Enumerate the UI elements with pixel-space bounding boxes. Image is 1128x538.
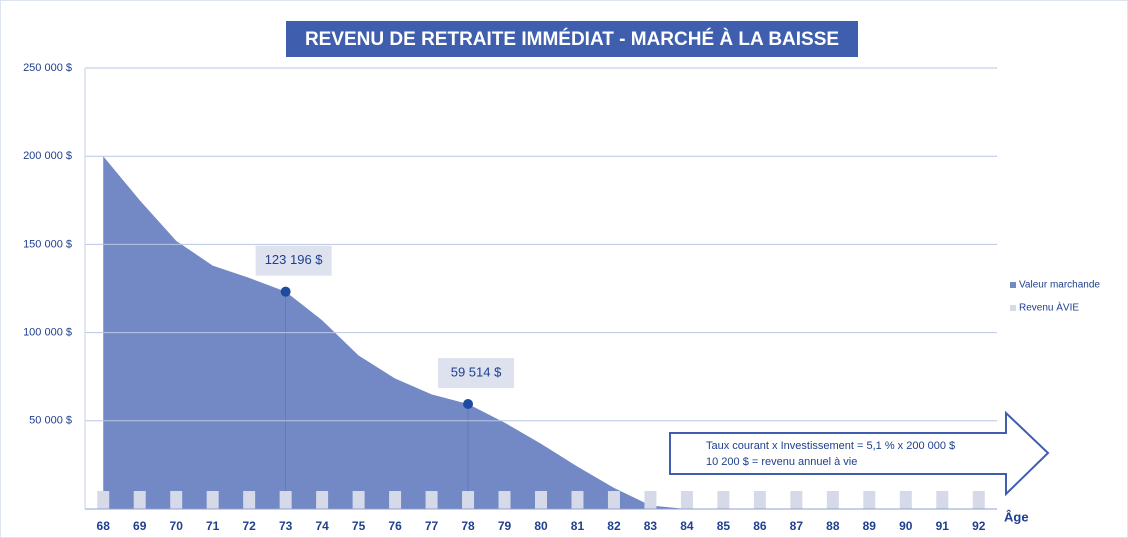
bar [972,491,985,509]
bar [680,491,693,509]
bar [717,491,730,509]
legend-swatch [1010,305,1016,311]
bar [206,491,219,509]
y-tick-label: 100 000 $ [23,327,72,339]
bar [279,491,292,509]
bar [535,491,547,509]
bar [97,491,110,509]
x-tick-label: 74 [315,519,329,533]
x-tick-label: 84 [680,519,694,533]
x-tick-label: 68 [97,519,111,533]
annotation: Taux courant x Investissement = 5,1 % x … [706,440,955,452]
y-tick-label: 200 000 $ [23,150,72,162]
bar [644,491,657,509]
bar [352,491,365,509]
point-marker [463,399,474,410]
y-tick-label: 150 000 $ [23,238,72,250]
bar [753,491,766,509]
x-tick-label: 81 [571,519,585,533]
y-tick-label: 250 000 $ [23,62,72,74]
bar [863,491,876,509]
x-tick-label: 75 [352,519,366,533]
x-tick-label: 90 [899,519,913,533]
bar [389,491,402,509]
label-box [438,358,515,389]
data-label: 123 196 $ [265,252,324,267]
bar [571,491,584,509]
x-tick-label: 80 [534,519,548,533]
chart-title: REVENU DE RETRAITE IMMÉDIAT - MARCHÉ À L… [305,28,839,50]
x-tick-label: 73 [279,519,293,533]
point-marker [280,286,291,297]
x-tick-label: 70 [170,519,184,533]
title-box [286,21,858,57]
legend-label: Revenu ÀVIE [1019,301,1079,314]
x-tick-label: 71 [206,519,220,533]
x-tick-label: 86 [753,519,767,533]
bar [133,491,146,509]
x-axis-label: Âge [1004,509,1029,524]
bar [462,491,475,509]
x-tick-label: 69 [133,519,147,533]
y-tick-label: 50 000 $ [29,415,72,427]
legend-swatch [1010,282,1016,288]
x-tick-label: 78 [461,519,475,533]
x-tick-label: 83 [644,519,658,533]
bar [899,491,912,509]
x-tick-label: 72 [242,519,256,533]
bar [790,491,803,509]
bar [243,491,256,509]
x-tick-label: 87 [790,519,804,533]
legend-label: Valeur marchande [1019,280,1100,291]
x-tick-label: 79 [498,519,512,533]
bar [826,491,839,509]
x-tick-label: 82 [607,519,621,533]
x-tick-label: 77 [425,519,439,533]
bar [316,491,329,509]
label-box [255,245,332,276]
x-tick-label: 91 [936,519,950,533]
x-tick-label: 76 [388,519,402,533]
x-tick-label: 92 [972,519,986,533]
bar [425,491,438,509]
data-label: 59 514 $ [451,364,502,379]
arrow [669,410,1050,497]
annotation: 10 200 $ = revenu annuel à vie [706,456,857,468]
bar [498,491,511,509]
x-tick-label: 88 [826,519,840,533]
bar [170,491,183,509]
bar [607,491,620,509]
bar [936,491,949,509]
x-tick-label: 89 [863,519,877,533]
x-tick-label: 85 [717,519,731,533]
